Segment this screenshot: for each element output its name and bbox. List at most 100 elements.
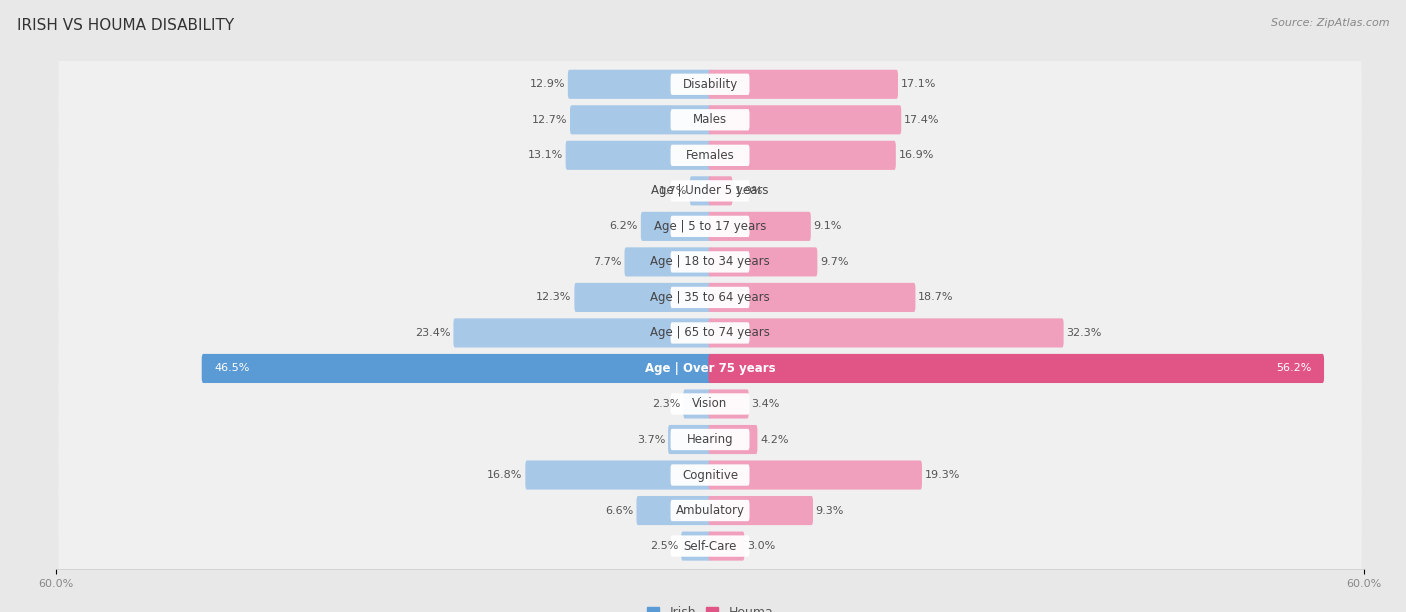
Text: Disability: Disability [682, 78, 738, 91]
Text: Females: Females [686, 149, 734, 162]
Text: Age | 35 to 64 years: Age | 35 to 64 years [650, 291, 770, 304]
FancyBboxPatch shape [671, 536, 749, 557]
Text: 17.1%: 17.1% [901, 80, 936, 89]
FancyBboxPatch shape [709, 70, 898, 99]
Text: 46.5%: 46.5% [214, 364, 250, 373]
Text: 18.7%: 18.7% [918, 293, 953, 302]
FancyBboxPatch shape [59, 93, 1361, 146]
Text: Source: ZipAtlas.com: Source: ZipAtlas.com [1271, 18, 1389, 28]
Text: Age | 5 to 17 years: Age | 5 to 17 years [654, 220, 766, 233]
FancyBboxPatch shape [526, 460, 711, 490]
Text: 2.5%: 2.5% [650, 541, 679, 551]
FancyBboxPatch shape [671, 394, 749, 415]
Text: Age | Under 5 years: Age | Under 5 years [651, 184, 769, 197]
FancyBboxPatch shape [681, 531, 711, 561]
FancyBboxPatch shape [709, 212, 811, 241]
Text: 56.2%: 56.2% [1277, 364, 1312, 373]
FancyBboxPatch shape [59, 342, 1361, 395]
FancyBboxPatch shape [59, 129, 1361, 182]
FancyBboxPatch shape [709, 283, 915, 312]
Text: 1.7%: 1.7% [659, 186, 688, 196]
Text: Vision: Vision [692, 397, 728, 411]
Text: 7.7%: 7.7% [593, 257, 621, 267]
FancyBboxPatch shape [575, 283, 711, 312]
FancyBboxPatch shape [569, 105, 711, 135]
FancyBboxPatch shape [59, 413, 1361, 466]
Text: 3.4%: 3.4% [751, 399, 780, 409]
FancyBboxPatch shape [709, 531, 744, 561]
Text: IRISH VS HOUMA DISABILITY: IRISH VS HOUMA DISABILITY [17, 18, 233, 34]
Text: 12.3%: 12.3% [536, 293, 572, 302]
FancyBboxPatch shape [565, 141, 711, 170]
Text: Cognitive: Cognitive [682, 469, 738, 482]
FancyBboxPatch shape [201, 354, 711, 383]
FancyBboxPatch shape [709, 105, 901, 135]
Text: 9.7%: 9.7% [820, 257, 849, 267]
FancyBboxPatch shape [637, 496, 711, 525]
Text: 9.1%: 9.1% [814, 222, 842, 231]
FancyBboxPatch shape [671, 73, 749, 95]
Text: 4.2%: 4.2% [761, 435, 789, 444]
FancyBboxPatch shape [453, 318, 711, 348]
FancyBboxPatch shape [59, 520, 1361, 573]
FancyBboxPatch shape [709, 496, 813, 525]
FancyBboxPatch shape [709, 318, 1063, 348]
FancyBboxPatch shape [671, 287, 749, 308]
Text: 1.9%: 1.9% [735, 186, 763, 196]
Text: Ambulatory: Ambulatory [675, 504, 745, 517]
FancyBboxPatch shape [709, 389, 749, 419]
FancyBboxPatch shape [59, 58, 1361, 111]
Text: Hearing: Hearing [686, 433, 734, 446]
FancyBboxPatch shape [59, 306, 1361, 360]
Text: 12.7%: 12.7% [531, 115, 567, 125]
FancyBboxPatch shape [59, 200, 1361, 253]
FancyBboxPatch shape [671, 429, 749, 450]
FancyBboxPatch shape [709, 176, 733, 206]
FancyBboxPatch shape [59, 484, 1361, 537]
Text: 3.0%: 3.0% [747, 541, 775, 551]
FancyBboxPatch shape [690, 176, 711, 206]
Text: Age | 18 to 34 years: Age | 18 to 34 years [650, 255, 770, 269]
FancyBboxPatch shape [59, 449, 1361, 502]
Text: 12.9%: 12.9% [530, 80, 565, 89]
FancyBboxPatch shape [709, 460, 922, 490]
Text: 32.3%: 32.3% [1066, 328, 1102, 338]
FancyBboxPatch shape [709, 141, 896, 170]
Text: Age | Over 75 years: Age | Over 75 years [645, 362, 775, 375]
FancyBboxPatch shape [59, 164, 1361, 217]
FancyBboxPatch shape [668, 425, 711, 454]
FancyBboxPatch shape [624, 247, 711, 277]
FancyBboxPatch shape [59, 378, 1361, 431]
Text: 23.4%: 23.4% [415, 328, 451, 338]
Text: Age | 65 to 74 years: Age | 65 to 74 years [650, 326, 770, 340]
Legend: Irish, Houma: Irish, Houma [643, 601, 778, 612]
FancyBboxPatch shape [671, 109, 749, 130]
FancyBboxPatch shape [671, 252, 749, 272]
FancyBboxPatch shape [671, 465, 749, 486]
Text: 9.3%: 9.3% [815, 506, 844, 515]
FancyBboxPatch shape [671, 500, 749, 521]
FancyBboxPatch shape [709, 425, 758, 454]
Text: 17.4%: 17.4% [904, 115, 939, 125]
FancyBboxPatch shape [641, 212, 711, 241]
Text: 16.9%: 16.9% [898, 151, 934, 160]
Text: 6.2%: 6.2% [610, 222, 638, 231]
Text: 2.3%: 2.3% [652, 399, 681, 409]
FancyBboxPatch shape [671, 180, 749, 201]
Text: Self-Care: Self-Care [683, 540, 737, 553]
FancyBboxPatch shape [59, 271, 1361, 324]
FancyBboxPatch shape [709, 247, 817, 277]
FancyBboxPatch shape [671, 215, 749, 237]
FancyBboxPatch shape [683, 389, 711, 419]
FancyBboxPatch shape [671, 323, 749, 343]
FancyBboxPatch shape [568, 70, 711, 99]
Text: 13.1%: 13.1% [527, 151, 562, 160]
Text: Males: Males [693, 113, 727, 126]
FancyBboxPatch shape [671, 144, 749, 166]
Text: 16.8%: 16.8% [488, 470, 523, 480]
Text: 6.6%: 6.6% [606, 506, 634, 515]
FancyBboxPatch shape [59, 235, 1361, 288]
Text: 19.3%: 19.3% [925, 470, 960, 480]
FancyBboxPatch shape [709, 354, 1324, 383]
Text: 3.7%: 3.7% [637, 435, 665, 444]
